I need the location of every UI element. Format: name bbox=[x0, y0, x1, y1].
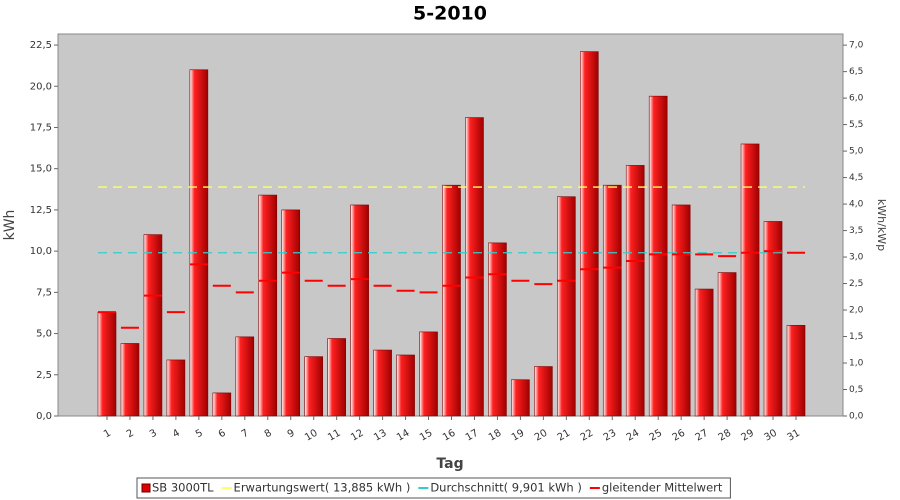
legend-label: SB 3000TL bbox=[152, 481, 214, 495]
bar bbox=[235, 336, 255, 417]
y2-tick-label: 3,0 bbox=[849, 253, 864, 263]
y2-tick-label: 3,5 bbox=[849, 226, 863, 236]
y2-tick-label: 4,5 bbox=[849, 173, 863, 183]
x-tick-label: 9 bbox=[286, 428, 297, 441]
x-tick-label: 1 bbox=[102, 428, 113, 441]
x-tick-label: 15 bbox=[418, 428, 435, 444]
y-tick-label: 20,0 bbox=[30, 81, 52, 92]
x-tick-label: 10 bbox=[303, 428, 320, 444]
bar bbox=[511, 379, 530, 417]
legend-label: Erwartungswert( 13,885 kWh ) bbox=[234, 481, 411, 495]
bar bbox=[212, 392, 232, 417]
x-tick-label: 2 bbox=[125, 428, 136, 441]
bar bbox=[579, 51, 599, 417]
bar bbox=[442, 184, 461, 417]
x-tick-label: 25 bbox=[648, 428, 665, 444]
y2-tick-label: 0,5 bbox=[849, 385, 863, 395]
x-tick-label: 27 bbox=[694, 428, 711, 444]
bar bbox=[304, 356, 324, 417]
bar bbox=[717, 272, 737, 417]
y-tick-label: 10,0 bbox=[30, 246, 52, 257]
x-tick-label: 26 bbox=[671, 428, 688, 444]
y2-tick-label: 4,0 bbox=[849, 200, 864, 210]
x-tick-label: 22 bbox=[579, 428, 596, 444]
bar bbox=[648, 95, 668, 417]
x-tick-label: 28 bbox=[717, 428, 734, 444]
bar bbox=[419, 331, 438, 417]
x-tick-label: 17 bbox=[464, 428, 481, 444]
y2-tick-label: 1,5 bbox=[849, 332, 863, 342]
bar bbox=[281, 209, 301, 417]
y2-tick-label: 7,0 bbox=[849, 41, 864, 51]
x-tick-label: 24 bbox=[625, 428, 642, 444]
bar bbox=[671, 204, 691, 417]
x-tick-label: 29 bbox=[740, 428, 757, 444]
bar bbox=[534, 366, 553, 417]
y-tick-label: 5,0 bbox=[36, 329, 52, 340]
chart-title: 5-2010 bbox=[413, 3, 487, 25]
legend-label: gleitender Mittelwert bbox=[602, 481, 723, 495]
x-tick-label: 6 bbox=[217, 428, 228, 441]
legend bbox=[136, 477, 731, 499]
x-tick-label: 14 bbox=[395, 428, 412, 444]
x-tick-label: 16 bbox=[441, 428, 458, 444]
x-tick-label: 21 bbox=[556, 428, 573, 444]
y2-tick-label: 5,5 bbox=[849, 120, 863, 130]
legend-swatch bbox=[141, 483, 151, 493]
bar bbox=[120, 343, 140, 417]
bar bbox=[327, 338, 346, 417]
y2-tick-label: 5,0 bbox=[849, 147, 864, 157]
bar bbox=[350, 204, 369, 417]
y2-tick-label: 6,5 bbox=[849, 67, 863, 77]
bar bbox=[189, 69, 209, 417]
bar bbox=[373, 349, 392, 417]
y2-tick-label: 2,5 bbox=[849, 279, 863, 289]
bar bbox=[694, 288, 714, 417]
y-tick-label: 15,0 bbox=[30, 164, 52, 175]
x-axis-title: Tag bbox=[436, 456, 463, 472]
y-tick-label: 7,5 bbox=[36, 287, 52, 298]
y-tick-label: 12,5 bbox=[30, 205, 52, 216]
x-tick-label: 23 bbox=[602, 428, 619, 444]
x-tick-label: 7 bbox=[240, 428, 251, 441]
x-tick-label: 4 bbox=[171, 428, 182, 441]
y-tick-label: 0,0 bbox=[36, 411, 52, 422]
y2-tick-label: 0,0 bbox=[849, 412, 864, 422]
x-tick-label: 18 bbox=[487, 428, 504, 444]
y-tick-label: 17,5 bbox=[30, 122, 52, 133]
x-tick-label: 11 bbox=[326, 428, 343, 444]
y-axis-title: kWh bbox=[2, 210, 18, 241]
y2-tick-label: 1,0 bbox=[849, 359, 864, 369]
legend-label: Durchschnitt( 9,901 kWh ) bbox=[430, 481, 582, 495]
y-tick-label: 2,5 bbox=[36, 370, 52, 381]
y2-tick-label: 2,0 bbox=[849, 306, 864, 316]
x-tick-label: 5 bbox=[194, 428, 205, 441]
bar bbox=[557, 196, 576, 417]
bar bbox=[465, 117, 484, 417]
x-tick-label: 12 bbox=[349, 428, 366, 444]
x-tick-label: 30 bbox=[763, 428, 780, 444]
bar bbox=[143, 234, 163, 417]
x-tick-label: 20 bbox=[533, 428, 550, 444]
x-tick-label: 8 bbox=[263, 428, 274, 441]
y2-axis-title: kWh/kWp bbox=[875, 199, 888, 251]
bar bbox=[740, 143, 760, 417]
x-tick-label: 31 bbox=[785, 428, 802, 444]
y-tick-label: 22,5 bbox=[30, 40, 52, 51]
bar bbox=[258, 194, 278, 417]
y2-tick-label: 6,0 bbox=[849, 94, 864, 104]
x-tick-label: 13 bbox=[372, 428, 389, 444]
bar bbox=[166, 359, 186, 417]
bar bbox=[602, 184, 622, 417]
bar bbox=[396, 354, 415, 417]
bar bbox=[97, 311, 117, 417]
x-tick-label: 19 bbox=[510, 428, 527, 444]
bar bbox=[488, 242, 507, 417]
x-tick-label: 3 bbox=[148, 428, 159, 441]
bar bbox=[786, 325, 806, 417]
bar bbox=[625, 165, 645, 417]
